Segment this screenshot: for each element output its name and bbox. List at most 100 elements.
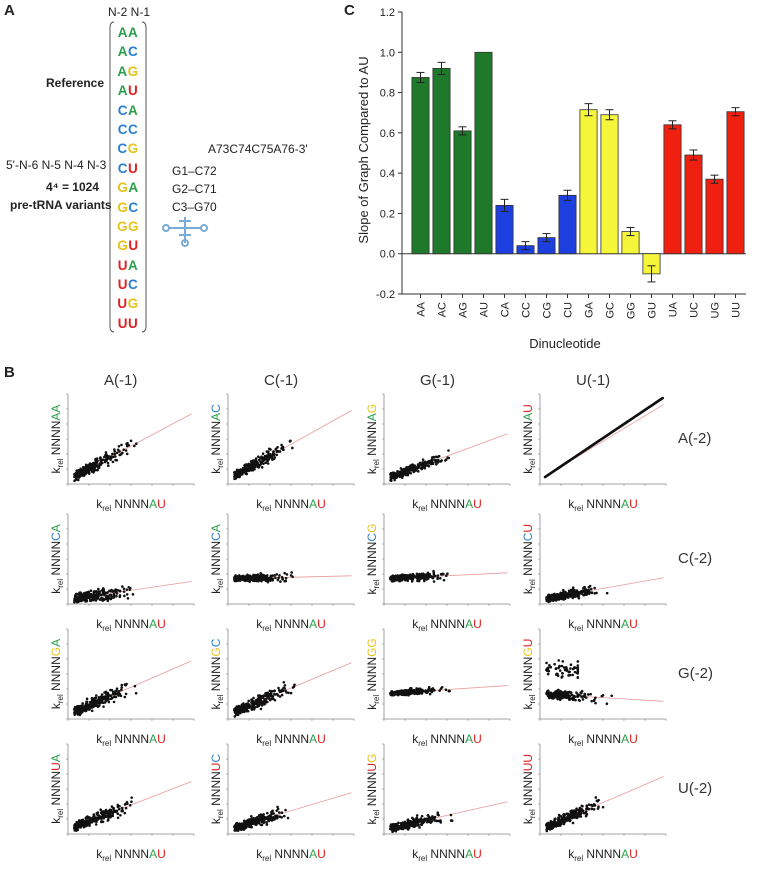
- scatter-point: [109, 597, 113, 601]
- scatter-point: [562, 813, 565, 817]
- scatter-point: [569, 809, 572, 813]
- scatter-point: [590, 591, 594, 595]
- scatter-point: [107, 816, 110, 820]
- x-tick-label: CA: [500, 301, 512, 317]
- scatter-point: [85, 599, 89, 603]
- scatter-point: [397, 473, 401, 476]
- scatter-point: [244, 826, 248, 829]
- scatter-point: [576, 693, 579, 697]
- scatter-point: [234, 579, 238, 583]
- scatter-point: [593, 586, 596, 590]
- scatter-point: [98, 815, 101, 818]
- scatter-point: [101, 820, 105, 824]
- nucleotide-letter: G: [128, 218, 140, 234]
- scatter-point: [257, 463, 261, 467]
- scatter-point: [276, 807, 280, 811]
- scatter-point: [438, 689, 441, 692]
- scatter-point: [92, 590, 96, 593]
- scatter-point: [266, 696, 270, 700]
- x-tick-label: GU: [647, 302, 659, 319]
- scatter-point: [125, 442, 128, 446]
- x-tick-label: AA: [416, 301, 428, 316]
- bar-ua: [663, 124, 682, 255]
- scatter-point: [268, 698, 272, 702]
- scatter-y-label: krel NNNNUG: [365, 754, 381, 825]
- scatter-point: [419, 466, 423, 470]
- scatter-point: [95, 457, 99, 460]
- scatter-point: [284, 689, 287, 692]
- dinucleotide-uc: UC: [112, 275, 144, 294]
- scatter-point: [106, 818, 110, 822]
- scatter-point: [105, 454, 109, 458]
- nucleotide-letter: U: [117, 257, 128, 273]
- scatter-point: [278, 815, 282, 818]
- scatter-point: [83, 706, 86, 709]
- scatter-point: [558, 824, 562, 827]
- scatter-point: [572, 694, 576, 698]
- nucleotide-letter: G: [127, 296, 139, 312]
- scatter-point: [276, 450, 280, 453]
- scatter-point: [403, 820, 407, 824]
- scatter-point: [104, 810, 108, 814]
- scatter-y-label: krel NNNNCA: [49, 524, 65, 594]
- scatter-point: [428, 692, 432, 696]
- scatter-point: [412, 825, 416, 829]
- scatter-point: [117, 689, 121, 693]
- scatter-point: [256, 576, 259, 580]
- scatter-point: [109, 694, 113, 697]
- scatter-point: [402, 472, 405, 475]
- scatter-point: [94, 816, 97, 819]
- scatter-point: [562, 822, 566, 825]
- scatter-point: [99, 811, 103, 815]
- scatter-point: [81, 702, 84, 705]
- scatter-point: [102, 816, 105, 820]
- nucleotide-letter: A: [117, 63, 128, 79]
- scatter-x-label: krel NNNNAU: [256, 732, 326, 748]
- scatter-point: [266, 459, 269, 463]
- scatter-point: [547, 600, 550, 604]
- scatter-point: [574, 698, 577, 702]
- scatter-point: [576, 664, 580, 667]
- scatter-point: [117, 807, 121, 811]
- x-tick-label: AC: [437, 302, 449, 317]
- scatter-plot-4: krel NNNNCA krel NNNNAU: [49, 513, 195, 633]
- scatter-point: [551, 694, 554, 698]
- scatter-point: [411, 577, 415, 580]
- scatter-x-label: krel NNNNAU: [256, 847, 326, 863]
- scatter-point: [585, 807, 588, 811]
- scatter-point: [253, 705, 256, 708]
- x-tick-label: UG: [710, 302, 722, 319]
- scatter-point: [260, 462, 263, 465]
- scatter-point: [559, 819, 563, 822]
- scatter-point: [545, 661, 548, 665]
- scatter-point: [390, 826, 394, 829]
- scatter-point: [79, 595, 83, 598]
- scatter-point: [577, 698, 581, 702]
- scatter-point: [571, 586, 575, 589]
- scatter-point: [277, 576, 280, 580]
- scatter-point: [101, 701, 105, 704]
- scatter-x-label: krel NNNNAU: [256, 497, 326, 513]
- scatter-point: [552, 596, 556, 600]
- scatter-point: [426, 577, 429, 581]
- scatter-point: [100, 693, 104, 696]
- scatter-point: [125, 452, 129, 456]
- scatter-y-label: krel NNNNCG: [365, 524, 381, 595]
- scatter-point: [261, 457, 265, 461]
- scatter-y-label: krel NNNNAU: [521, 404, 537, 474]
- scatter-point: [419, 462, 422, 466]
- scatter-point: [403, 823, 406, 827]
- bar-chart: -0.2 0.0 0.2 0.4 0.6 0.8 1.0 1.2 AA AC AG AU CA CC CG…: [356, 7, 746, 351]
- bar-aa: [411, 77, 430, 255]
- scatter-point: [546, 821, 550, 825]
- scatter-point: [289, 574, 293, 577]
- scatter-point: [90, 594, 93, 597]
- scatter-point: [410, 821, 413, 825]
- scatter-point: [435, 462, 438, 466]
- dinucleotide-au: AU: [112, 81, 144, 100]
- scatter-point: [444, 688, 448, 691]
- scatter-point: [257, 694, 260, 697]
- scatter-point: [597, 805, 600, 809]
- scatter-point: [401, 574, 405, 578]
- scatter-point: [407, 690, 411, 694]
